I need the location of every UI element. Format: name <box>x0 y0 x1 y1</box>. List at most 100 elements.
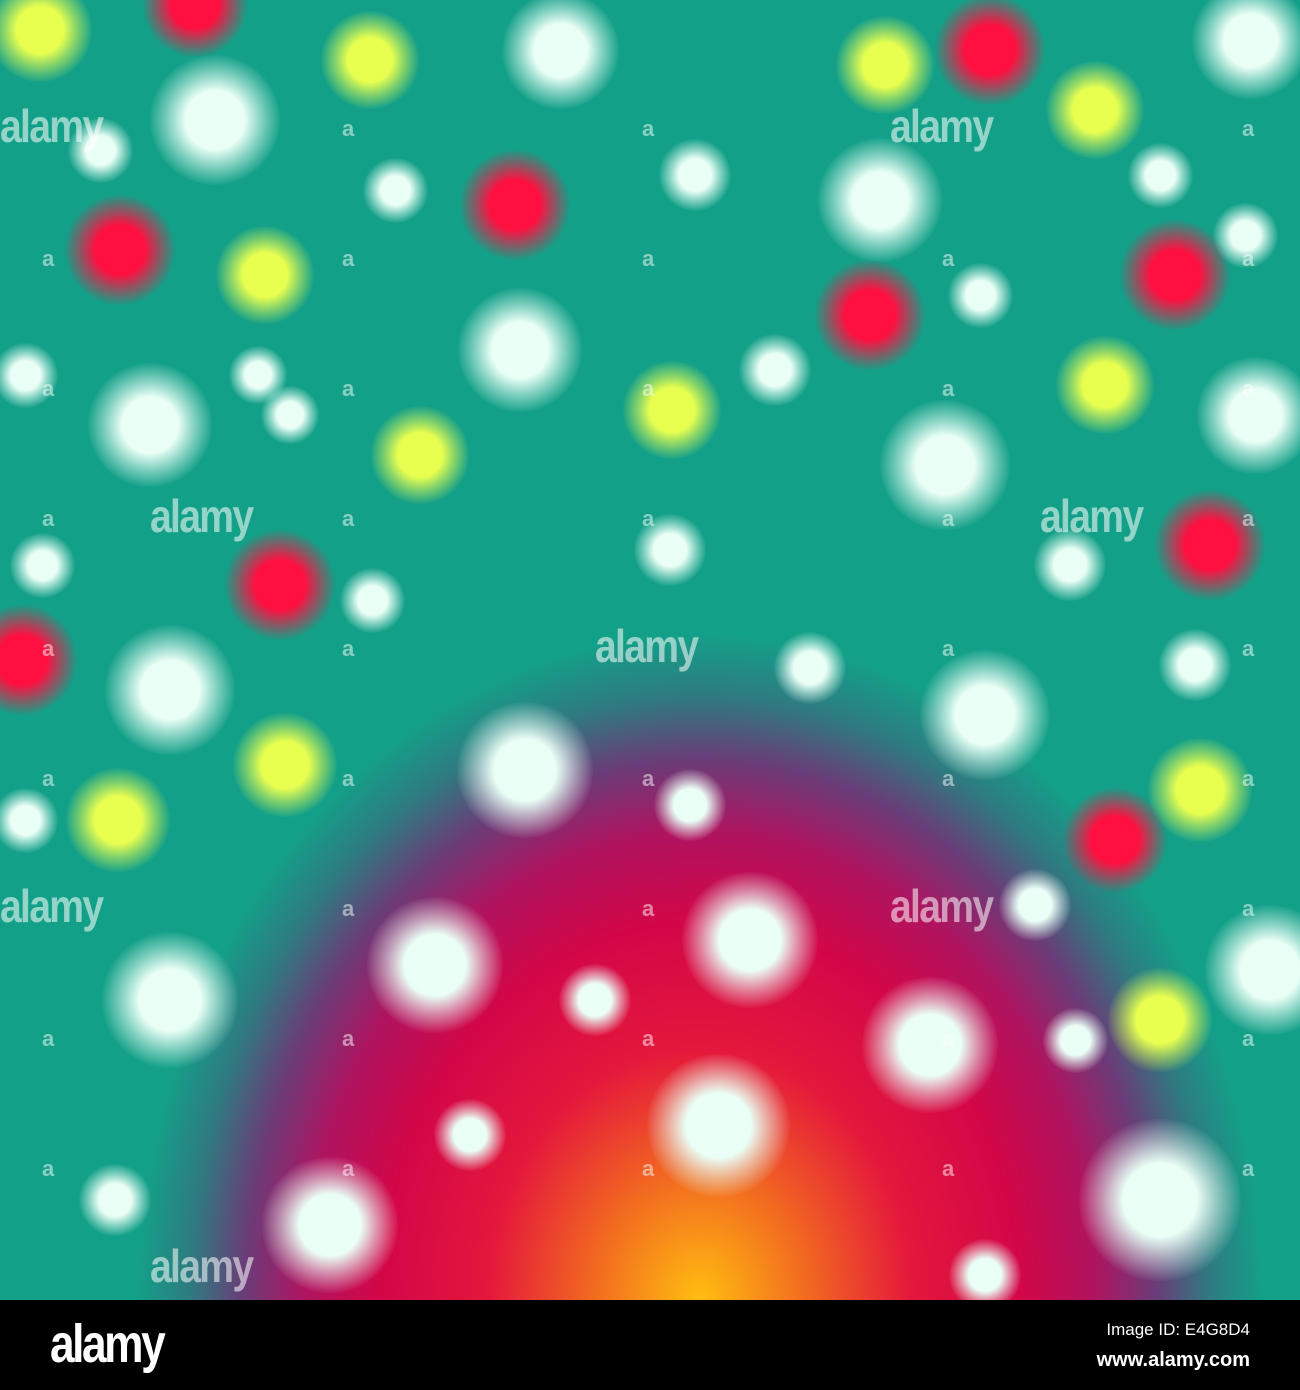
bokeh-light <box>773 631 847 705</box>
alamy-watermark-mark: a <box>642 246 655 271</box>
bokeh-light <box>947 262 1013 328</box>
bokeh-light <box>460 150 570 260</box>
alamy-watermark-mark: a <box>342 1156 355 1181</box>
alamy-watermark-mark: a <box>642 376 655 401</box>
bokeh-light <box>558 963 632 1037</box>
alamy-watermark-mark: a <box>942 376 955 401</box>
bokeh-light <box>1108 968 1212 1072</box>
bokeh-light <box>1148 738 1252 842</box>
alamy-watermark-mark: a <box>942 1156 955 1181</box>
bokeh-light <box>143 0 247 57</box>
website-url: www.alamy.com <box>1096 1349 1250 1371</box>
alamy-watermark-mark: a <box>1242 246 1255 271</box>
bokeh-light <box>920 650 1050 780</box>
alamy-watermark-mark: a <box>642 896 655 921</box>
alamy-watermark-mark: a <box>42 246 55 271</box>
alamy-watermark-mark: a <box>642 766 655 791</box>
bokeh-light <box>457 287 583 413</box>
alamy-watermark-mark: a <box>342 896 355 921</box>
bokeh-light <box>433 1098 507 1172</box>
alamy-watermark-mark: a <box>42 766 55 791</box>
bokeh-light <box>370 405 470 505</box>
bokeh-light <box>935 0 1045 105</box>
alamy-watermark: alamy <box>150 1240 254 1292</box>
alamy-watermark-mark: a <box>342 1026 355 1051</box>
bokeh-light <box>225 530 335 640</box>
bokeh-light <box>362 157 428 223</box>
alamy-watermark-mark: a <box>42 1156 55 1181</box>
bokeh-light <box>1063 788 1167 892</box>
bokeh-light <box>835 15 935 115</box>
bokeh-light <box>1205 905 1300 1035</box>
alamy-watermark-mark: a <box>942 766 955 791</box>
bokeh-light <box>9 532 75 598</box>
bokeh-light <box>1196 356 1300 474</box>
alamy-watermark-mark: a <box>1242 636 1255 661</box>
bokeh-light <box>320 10 420 110</box>
alamy-watermark-mark: a <box>342 246 355 271</box>
bokeh-light <box>1042 1007 1108 1073</box>
bokeh-light <box>102 932 238 1068</box>
bokeh-light <box>862 977 998 1113</box>
bokeh-light <box>0 342 58 408</box>
bokeh-light <box>1191 0 1300 99</box>
alamy-watermark-mark: a <box>642 116 655 141</box>
alamy-watermark-mark: a <box>342 116 355 141</box>
bokeh-light <box>633 513 707 587</box>
bokeh-light <box>998 868 1072 942</box>
alamy-watermark-mark: a <box>342 766 355 791</box>
alamy-watermark-mark: a <box>1242 1156 1255 1181</box>
alamy-watermark-mark: a <box>42 636 55 661</box>
alamy-watermark-mark: a <box>42 376 55 401</box>
bokeh-light <box>262 1157 398 1293</box>
bokeh-light <box>646 1053 790 1197</box>
alamy-watermark-mark: a <box>942 506 955 531</box>
bokeh-light <box>66 768 170 872</box>
bokeh-light <box>367 897 503 1033</box>
alamy-watermark: alamy <box>0 100 104 152</box>
bokeh-light <box>653 768 727 842</box>
bokeh-photo: alamy alamy alamy alamy alamy alamy alamy alamy… <box>0 0 1300 1300</box>
alamy-watermark-mark: a <box>1242 506 1255 531</box>
bokeh-light <box>78 1163 152 1237</box>
bokeh-light <box>1055 335 1155 435</box>
bokeh-light <box>215 225 315 325</box>
bokeh-light <box>815 260 925 370</box>
alamy-watermark-mark: a <box>342 636 355 661</box>
bokeh-light <box>658 138 732 212</box>
bokeh-light <box>105 625 235 755</box>
bokeh-light <box>1045 60 1145 160</box>
alamy-watermark-mark: a <box>1242 766 1255 791</box>
bokeh-light <box>622 360 722 460</box>
alamy-watermark-mark: a <box>342 506 355 531</box>
bokeh-light <box>150 55 280 185</box>
alamy-watermark: alamy <box>595 620 699 672</box>
bokeh-light <box>0 0 92 82</box>
alamy-watermark-mark: a <box>642 1156 655 1181</box>
bokeh-light <box>1033 528 1107 602</box>
bokeh-light <box>1120 220 1230 330</box>
alamy-watermark-mark: a <box>942 636 955 661</box>
alamy-watermark-mark: a <box>1242 896 1255 921</box>
alamy-watermark: alamy <box>890 100 994 152</box>
alamy-watermark-mark: a <box>42 1026 55 1051</box>
bokeh-light <box>0 787 58 853</box>
alamy-watermark-mark: a <box>1242 376 1255 401</box>
bokeh-light <box>1127 142 1193 208</box>
bokeh-light <box>457 702 593 838</box>
bokeh-light <box>501 0 619 109</box>
alamy-watermark-mark: a <box>1242 1026 1255 1051</box>
bokeh-light <box>339 567 405 633</box>
alamy-logo: alamy <box>50 1314 166 1374</box>
alamy-watermark-mark: a <box>942 1026 955 1051</box>
alamy-watermark: alamy <box>0 880 104 932</box>
alamy-watermark: alamy <box>890 880 994 932</box>
watermark-footer: alamy Image ID: E4G8D4 www.alamy.com <box>0 1300 1300 1390</box>
alamy-watermark-mark: a <box>642 506 655 531</box>
bokeh-light <box>65 195 175 305</box>
bokeh-light <box>948 1238 1022 1300</box>
alamy-watermark: alamy <box>150 490 254 542</box>
bokeh-light <box>1155 490 1265 600</box>
alamy-watermark-mark: a <box>42 506 55 531</box>
alamy-watermark: alamy <box>1040 490 1144 542</box>
